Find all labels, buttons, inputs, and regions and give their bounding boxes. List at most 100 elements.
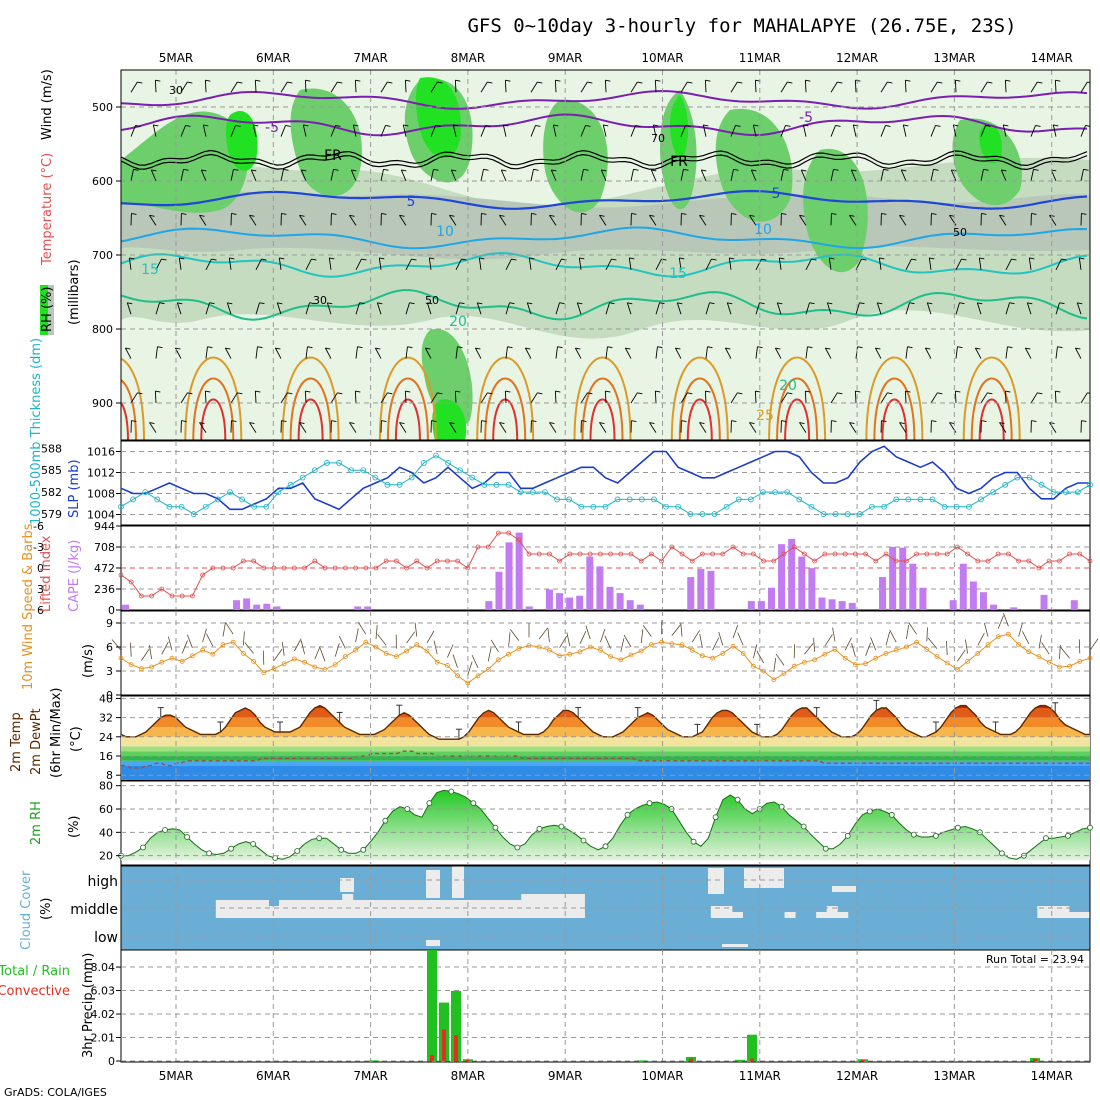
- wind-barb: [576, 302, 582, 315]
- wind-barb-flag: [649, 214, 655, 217]
- wind-barb-flag: [803, 124, 809, 127]
- bottom-date-axis: 5MAR 6MAR 7MAR 8MAR 9MAR 10MAR 11MAR 12MAR 13MAR…: [159, 1069, 1073, 1083]
- wind-barb: [1080, 125, 1086, 137]
- wind-barb: [1000, 169, 1007, 182]
- wind-barb-flag: [281, 420, 287, 423]
- wind-barb-flag: [737, 392, 743, 395]
- wind-barb: [528, 257, 532, 270]
- wind-barb-flag: [351, 169, 357, 172]
- wind-barb-10m: [1022, 631, 1030, 644]
- wind-barb: [999, 215, 1007, 226]
- wind-barb-flag: [235, 125, 241, 127]
- wind-speed-marker: [465, 680, 471, 686]
- wind-speed-marker: [322, 667, 328, 672]
- li-marker: [730, 544, 736, 550]
- wind-speed-marker: [200, 647, 206, 653]
- wind-barb-flag: [255, 79, 261, 82]
- cape-bar: [990, 604, 998, 610]
- wind-barb-10m: [600, 628, 606, 643]
- wind-barb-10m: [680, 622, 683, 637]
- mid-cloud-bar: [278, 900, 291, 918]
- cape-axis-label: CAPE (J/kg): [67, 540, 82, 612]
- wind-barb-flag: [407, 346, 413, 349]
- wind-barb: [905, 302, 910, 315]
- wind-barb: [652, 124, 657, 137]
- wind-barb-10m: [1060, 647, 1070, 659]
- li-marker: [291, 565, 297, 571]
- wind-barb: [199, 215, 207, 226]
- wind-barb-10m: [225, 622, 234, 635]
- rh-marker: [382, 817, 389, 824]
- warm-isotherm: [686, 398, 713, 440]
- wind-barb: [799, 215, 807, 226]
- pressure-tick-label: 800: [92, 323, 113, 336]
- wind-barb-flag: [901, 169, 907, 172]
- wind-barb: [455, 302, 460, 315]
- slp-frame: [120, 440, 1091, 526]
- li-marker: [598, 551, 603, 557]
- wind-barb-flag: [787, 81, 793, 84]
- precip-tick-label: 2.01: [91, 1032, 116, 1045]
- wind-barb: [555, 258, 562, 271]
- wind-speed-marker: [444, 663, 450, 668]
- wind-barb-flag: [499, 422, 505, 424]
- li-marker: [220, 565, 226, 571]
- li-marker: [281, 565, 287, 571]
- wind-speed-marker: [393, 654, 399, 659]
- wind-barb: [680, 392, 688, 404]
- wind-barb-flag: [1037, 392, 1043, 395]
- wind-barb: [678, 257, 682, 270]
- wind-speed-marker: [598, 647, 603, 653]
- wind-barb-10m: [699, 633, 703, 648]
- cape-series: [118, 530, 1093, 610]
- wind-barb: [405, 258, 412, 271]
- wind-barb-10m: [965, 639, 968, 654]
- wind-barb: [452, 124, 457, 137]
- wind-barb: [854, 390, 857, 404]
- wind-speed-marker: [700, 653, 705, 659]
- thickness-marker: [239, 496, 246, 503]
- thickness-marker: [457, 467, 464, 474]
- warm-isotherm: [484, 377, 527, 440]
- li-marker: [985, 558, 991, 564]
- temp-tick-label: 16: [99, 750, 113, 763]
- rh-marker: [140, 844, 146, 851]
- wind-barb: [650, 169, 657, 182]
- rh-marker: [932, 832, 939, 839]
- precip-total-bar: [747, 1034, 757, 1061]
- wind-barb: [480, 169, 484, 182]
- wind-speed-marker: [720, 651, 726, 656]
- cloud-axis-label: Cloud Cover: [19, 870, 34, 950]
- li-marker: [404, 565, 410, 571]
- wind-barb: [130, 392, 138, 404]
- mid-cloud-bar: [321, 900, 333, 918]
- wind-speed-marker: [679, 642, 685, 647]
- date-label-top: 10MAR: [641, 51, 683, 65]
- wind-speed-marker: [281, 661, 287, 667]
- wind-speed-marker: [1067, 663, 1072, 669]
- wind-barb: [999, 422, 1007, 433]
- wind-speed-marker: [526, 643, 532, 648]
- wind-barb-10m: [319, 648, 326, 662]
- wind-barb: [628, 257, 632, 270]
- wind-barb: [1028, 257, 1032, 270]
- wind-barb-flag: [151, 169, 157, 172]
- wind-barb-flag: [479, 257, 485, 260]
- wind-barb-flag: [935, 125, 941, 127]
- wind-barb-flag: [725, 347, 731, 350]
- wind-barb-10m: [1038, 634, 1042, 649]
- wind-barb-flag: [199, 422, 205, 424]
- pressure-tick-label: 600: [92, 175, 113, 188]
- cape-bar: [757, 601, 765, 610]
- thickness-marker: [481, 481, 488, 488]
- precip-conv-bar: [861, 1059, 865, 1061]
- wind-barb: [1078, 257, 1082, 270]
- li-marker: [883, 551, 889, 557]
- wind-speed-marker: [353, 647, 359, 653]
- isotherm-label: FR: [324, 148, 342, 164]
- dewpt-axis-label: 2m DewPt: [29, 708, 44, 775]
- wind-barb: [505, 346, 508, 359]
- wind-barb-flag: [535, 125, 541, 127]
- thickness-marker: [130, 496, 137, 503]
- precip-total-bar: [369, 1060, 379, 1061]
